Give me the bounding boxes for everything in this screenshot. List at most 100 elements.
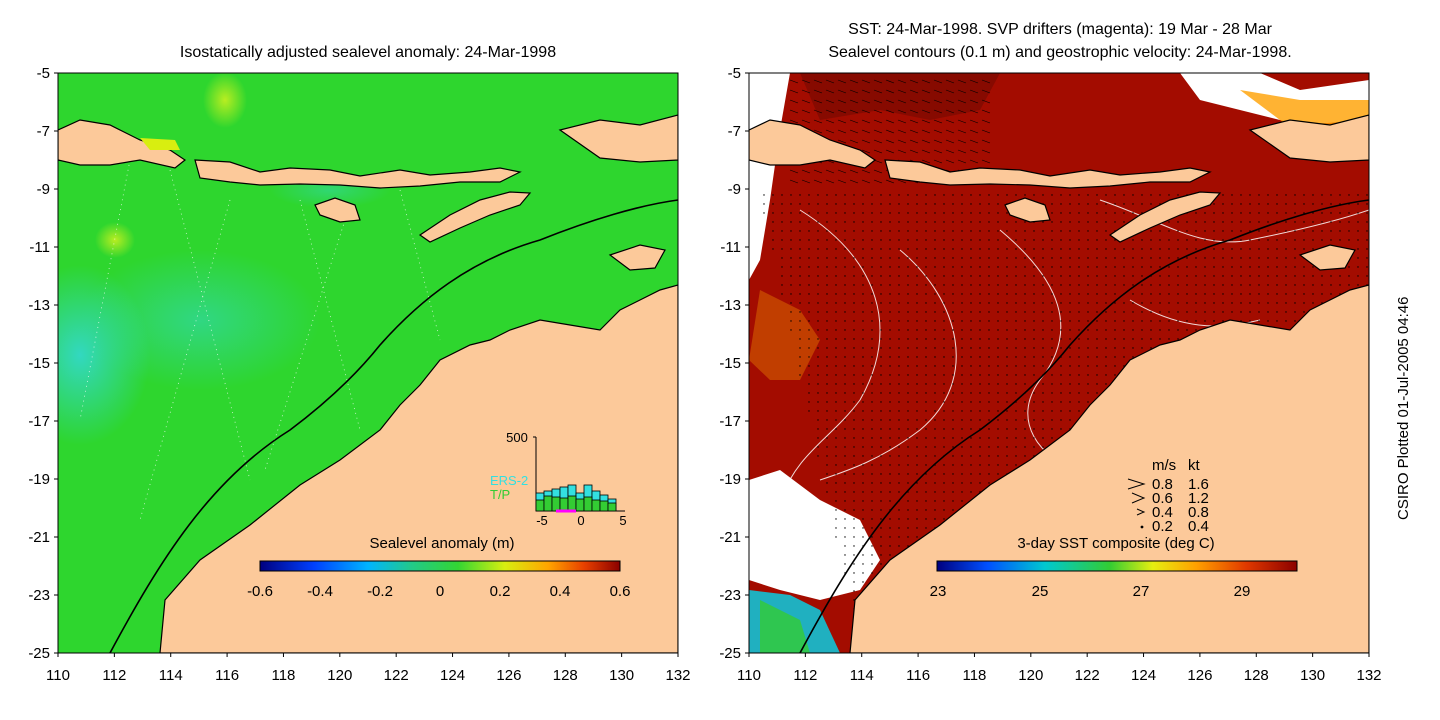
lon-tick-label: 118	[271, 667, 295, 684]
lat-tick-label: -23	[28, 587, 50, 604]
colorbar-tick: 0.2	[490, 583, 511, 600]
svg-text:1.6: 1.6	[1188, 476, 1209, 493]
sla-colorbar-ticks: -0.6 -0.4 -0.2 0 0.2 0.4 0.6	[247, 583, 630, 600]
svg-text:0.4: 0.4	[1188, 518, 1209, 535]
lat-tick-label: -19	[719, 471, 741, 488]
timor-island	[1108, 191, 1222, 243]
legend-tp: T/P	[490, 487, 510, 502]
lat-tick-label: -13	[719, 297, 741, 314]
speed-legend-row: 0.2 0.4	[1140, 518, 1209, 535]
lat-tick-label: -7	[37, 123, 50, 140]
lat-tick-label: -23	[719, 587, 741, 604]
right-panel-title-line2: Sealevel contours (0.1 m) and geostrophi…	[828, 44, 1291, 61]
lon-tick-label: 132	[665, 667, 690, 684]
lat-tick-label: -19	[28, 471, 50, 488]
svg-text:0.8: 0.8	[1188, 504, 1209, 521]
shelf-contour	[799, 199, 1369, 653]
java-island	[749, 119, 877, 169]
lon-tick-label: 114	[159, 667, 183, 684]
colorbar-tick: -0.2	[367, 583, 393, 600]
right-lon-axis: 110 112 114 116 118 120 122 124 126 128 130 132	[737, 653, 1382, 684]
lon-tick-label: 116	[906, 667, 930, 684]
colorbar-tick: 23	[930, 583, 947, 600]
lon-tick-label: 112	[793, 667, 817, 684]
lat-tick-label: -13	[28, 297, 50, 314]
lat-tick-label: -9	[37, 181, 50, 198]
histogram-xtick: 0	[577, 513, 584, 528]
right-lat-axis: -5 -7 -9 -11 -13 -15 -17 -19 -21 -23 -25	[719, 65, 749, 662]
lon-tick-label: 124	[440, 667, 465, 684]
right-map-panel: SST: 24-Mar-1998. SVP drifters (magenta)…	[719, 21, 1381, 684]
lon-tick-label: 118	[962, 667, 986, 684]
legend-ers2: ERS-2	[490, 473, 528, 488]
lon-tick-label: 130	[609, 667, 634, 684]
negative-anomaly-blob	[80, 250, 320, 390]
svg-text:0.6: 0.6	[1152, 490, 1173, 507]
lon-tick-label: 122	[384, 667, 409, 684]
sst-colorbar-label: 3-day SST composite (deg C)	[1017, 535, 1214, 552]
histogram-xtick: -5	[536, 513, 548, 528]
colorbar-tick: 0.4	[550, 583, 571, 600]
left-map-panel: Isostatically adjusted sealevel anomaly:…	[28, 44, 691, 684]
left-lon-axis: 110 112 114 116 118 120 122 124 126 128 130 132	[46, 653, 691, 684]
lat-tick-label: -25	[28, 645, 50, 662]
colorbar-tick: 25	[1032, 583, 1049, 600]
colorbar-tick: -0.6	[247, 583, 273, 600]
speed-legend-row: 0.4 0.8	[1136, 504, 1209, 521]
lon-tick-label: 128	[553, 667, 578, 684]
timor-island	[418, 191, 532, 243]
sla-colorbar-label: Sealevel anomaly (m)	[369, 535, 514, 552]
speed-legend-row: 0.6 1.2	[1131, 490, 1209, 507]
positive-anomaly-blob	[95, 222, 135, 258]
histogram-ymax-label: 500	[506, 430, 528, 445]
lon-tick-label: 120	[1018, 667, 1043, 684]
lat-tick-label: -17	[28, 413, 50, 430]
left-map-plot-area: 5 0 0	[58, 73, 678, 653]
lat-tick-label: -7	[728, 123, 741, 140]
lat-tick-label: -11	[720, 239, 741, 256]
track-count-histogram: 500	[490, 430, 627, 528]
lat-tick-label: -17	[719, 413, 741, 430]
speed-legend-header-kt: kt	[1188, 457, 1201, 474]
svg-text:1.2: 1.2	[1188, 490, 1209, 507]
island	[608, 244, 666, 271]
svg-text:0.8: 0.8	[1152, 476, 1173, 493]
lon-tick-label: 114	[850, 667, 874, 684]
lat-tick-label: -15	[28, 355, 50, 372]
positive-anomaly-blob	[203, 73, 247, 128]
lat-tick-label: -9	[728, 181, 741, 198]
lat-tick-label: -21	[719, 529, 741, 546]
svg-text:0.4: 0.4	[1152, 504, 1173, 521]
java-island	[58, 119, 187, 169]
lon-tick-label: 112	[102, 667, 126, 684]
cloud-mask	[749, 470, 880, 600]
colorbar-tick: 29	[1234, 583, 1251, 600]
lon-tick-label: 116	[215, 667, 239, 684]
island	[1298, 244, 1356, 271]
sst-colorbar-ticks: 23 25 27 29	[930, 583, 1251, 600]
speed-legend-header-ms: m/s	[1152, 457, 1176, 474]
speed-legend-row: 0.8 1.6	[1127, 476, 1209, 493]
lon-tick-label: 110	[46, 667, 70, 684]
right-panel-title-line1: SST: 24-Mar-1998. SVP drifters (magenta)…	[848, 21, 1273, 38]
lon-tick-label: 110	[737, 667, 761, 684]
cooler-patch	[749, 290, 820, 380]
shelf-contour	[109, 199, 678, 653]
northern-islands	[1248, 114, 1369, 163]
lat-tick-label: -25	[719, 645, 741, 662]
lat-tick-label: -11	[29, 239, 50, 256]
svg-text:0.2: 0.2	[1152, 518, 1173, 535]
lon-tick-label: 122	[1075, 667, 1100, 684]
lon-tick-label: 124	[1131, 667, 1156, 684]
left-panel-title: Isostatically adjusted sealevel anomaly:…	[180, 44, 556, 61]
sumba-island	[1004, 197, 1051, 223]
lat-tick-label: -5	[728, 65, 741, 82]
sumba-island	[314, 197, 361, 223]
colorbar-tick: -0.4	[307, 583, 333, 600]
cool-water-patch	[760, 600, 810, 653]
lat-tick-label: -15	[719, 355, 741, 372]
lat-tick-label: -21	[28, 529, 50, 546]
lat-tick-label: -5	[37, 65, 50, 82]
positive-anomaly-patch	[140, 138, 180, 150]
